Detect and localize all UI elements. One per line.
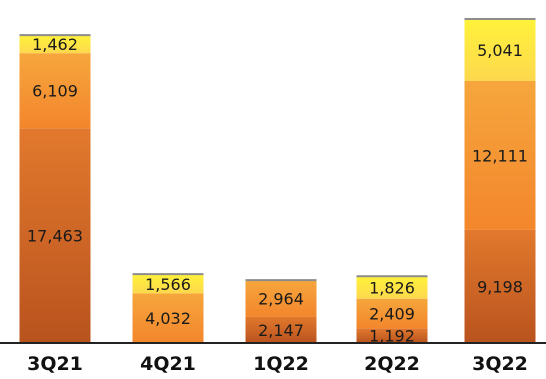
bar-segment-2q22-middle	[356, 298, 428, 329]
data-label-2q22-middle: 2,409	[369, 305, 415, 324]
data-label-3q21-bottom: 17,463	[27, 227, 83, 246]
bar-segment-4q21-top	[132, 274, 204, 294]
category-labels: 3Q21 4Q21 1Q22 2Q22 3Q22	[27, 353, 528, 375]
category-label-2q22: 2Q22	[364, 353, 420, 375]
data-label-4q21-middle: 4,032	[145, 309, 191, 328]
data-label-3q22-top: 5,041	[477, 41, 523, 60]
data-label-2q22-bottom: 1,192	[369, 327, 415, 346]
bar-segment-2q22-bottom	[356, 328, 428, 343]
category-label-3q22: 3Q22	[472, 353, 528, 375]
bar-segment-1q22-bottom	[245, 316, 317, 343]
bar-segment-3q22-middle	[464, 80, 536, 230]
category-label-3q21: 3Q21	[27, 353, 83, 375]
bar-segment-3q21-top	[19, 35, 91, 54]
bar-segment-3q21-bottom	[19, 128, 91, 343]
bar-segment-3q21-middle	[19, 53, 91, 129]
bar-segment-3q22-top	[464, 19, 536, 81]
data-label-3q22-bottom: 9,198	[477, 277, 523, 296]
bar-segment-3q22-bottom	[464, 229, 536, 343]
data-label-2q22-top: 1,826	[369, 278, 415, 297]
category-label-4q21: 4Q21	[140, 353, 196, 375]
data-label-3q21-middle: 6,109	[32, 82, 78, 101]
category-label-1q22: 1Q22	[253, 353, 309, 375]
bar-segment-1q22-middle	[245, 280, 317, 317]
data-label-3q22-middle: 12,111	[472, 146, 528, 165]
data-label-3q21-top: 1,462	[32, 35, 78, 54]
bar-segment-4q21-middle	[132, 293, 204, 343]
data-label-1q22-middle: 2,964	[258, 289, 304, 308]
data-label-4q21-top: 1,566	[145, 275, 191, 294]
bar-segment-2q22-top	[356, 276, 428, 299]
data-label-1q22-bottom: 2,147	[258, 321, 304, 340]
bars-group: 17,463 6,109 1,462 4,032 1,566 2,147 2,964 1,19…	[19, 18, 536, 346]
